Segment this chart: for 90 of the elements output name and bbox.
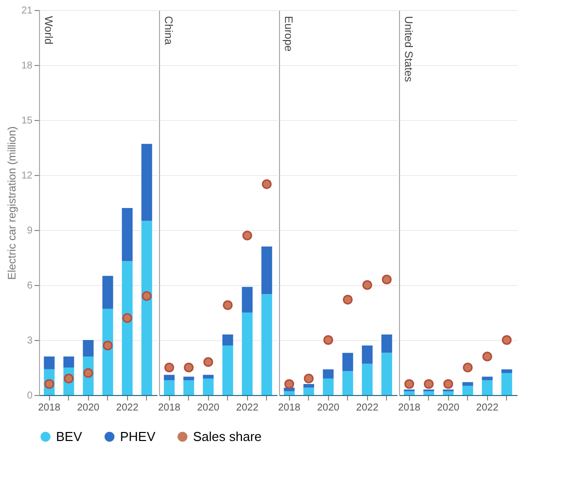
bar [141, 220, 152, 395]
bar [242, 286, 253, 312]
point [164, 362, 174, 372]
bar [122, 261, 133, 395]
bar [303, 384, 314, 388]
x-tick-label: 2020 [317, 402, 340, 414]
y-tick-label: 21 [21, 6, 33, 16]
point [184, 362, 194, 372]
bar [44, 356, 55, 370]
bar [342, 352, 354, 372]
point [323, 335, 334, 345]
y-tick-label: 15 [21, 116, 33, 126]
bar [322, 369, 334, 378]
point [424, 379, 434, 389]
x-tick-label: 2022 [116, 402, 139, 414]
point [482, 352, 492, 362]
point [102, 340, 113, 350]
bar [482, 380, 493, 395]
legend-label: BEV [56, 428, 82, 444]
y-tick-label: 6 [26, 280, 33, 292]
point [502, 335, 512, 345]
legend-label: Sales share [193, 428, 262, 444]
text: Europe [282, 16, 294, 52]
bar [102, 276, 114, 309]
x-tick-label: 2020 [77, 402, 100, 414]
bar [82, 340, 94, 356]
bar [342, 371, 354, 395]
x-tick-label: 2018 [278, 402, 301, 414]
bar [423, 391, 434, 395]
y-tick-label: 9 [26, 226, 33, 236]
bar [164, 380, 175, 395]
point [284, 379, 294, 389]
bar [362, 364, 373, 395]
x-tick-label: 2022 [236, 402, 259, 414]
point [404, 379, 414, 389]
bar [242, 312, 253, 395]
y-tick-label: 12 [21, 170, 33, 182]
bar [501, 373, 512, 395]
point [262, 179, 272, 190]
bar [222, 346, 234, 395]
y-tick-label: 3 [26, 336, 33, 346]
bar [303, 388, 314, 395]
point [222, 300, 233, 310]
bar [222, 334, 234, 346]
bar [442, 391, 454, 395]
bar [381, 334, 392, 353]
x-tick-label: 2018 [38, 402, 61, 414]
y-tick-label: 0 [26, 390, 33, 402]
point [342, 294, 353, 305]
point [462, 362, 473, 372]
x-tick-label: 2022 [476, 402, 499, 414]
bar [183, 376, 194, 380]
x-tick-label: 2022 [356, 402, 379, 414]
bar [122, 208, 133, 262]
bar [102, 308, 114, 395]
bar [501, 369, 512, 373]
x-tick-label: 2020 [437, 402, 460, 414]
text: United States [402, 16, 414, 83]
bar [202, 374, 214, 378]
y-axis-title: Electric car registration (million) [6, 126, 18, 280]
bar [284, 391, 295, 395]
point [142, 291, 152, 301]
bar [141, 144, 152, 221]
point [203, 357, 214, 367]
x-tick-label: 2018 [398, 402, 421, 414]
y-tick-label: 18 [21, 60, 33, 72]
x-tick-label: 2018 [158, 402, 181, 414]
point [242, 230, 252, 240]
bar [164, 374, 175, 380]
bar [462, 382, 474, 386]
bar [482, 376, 493, 380]
bar [462, 386, 474, 395]
bar [404, 391, 415, 395]
bar [322, 378, 334, 395]
point [362, 280, 372, 290]
bar [362, 346, 373, 364]
x-tick-label: 2020 [197, 402, 220, 414]
bar [202, 378, 214, 395]
bar [381, 352, 392, 395]
text: World [42, 16, 54, 45]
point [443, 379, 454, 389]
bar [183, 380, 194, 395]
point [304, 374, 314, 384]
bar [261, 294, 272, 395]
text: China [162, 16, 174, 46]
legend-label: PHEV [120, 428, 156, 444]
point [382, 274, 392, 284]
bar [63, 356, 74, 368]
point [122, 313, 132, 323]
bar [261, 246, 272, 294]
